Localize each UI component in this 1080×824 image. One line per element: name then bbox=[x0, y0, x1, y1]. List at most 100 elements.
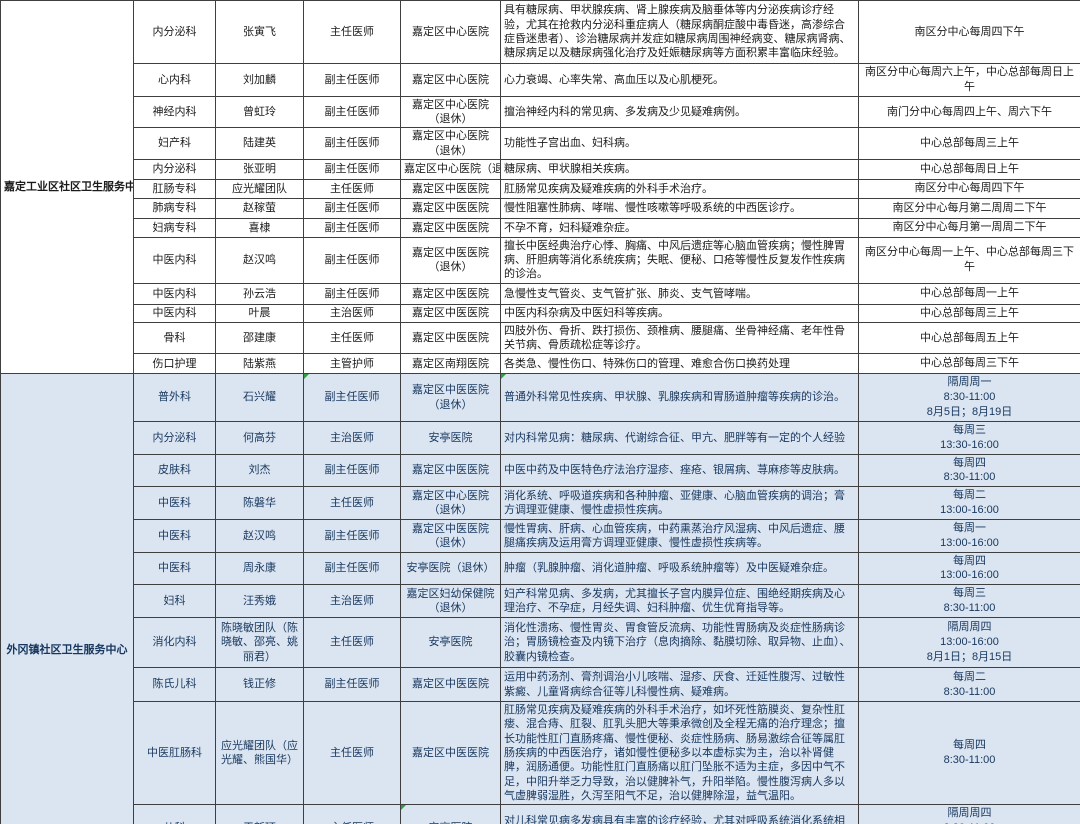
job-title-cell: 主任医师 bbox=[303, 617, 401, 669]
specialty-cell: 四肢外伤、骨折、跌打损伤、颈椎病、腰腿痛、坐骨神经痛、老年性骨关节病、骨质疏松症… bbox=[500, 321, 859, 355]
schedule-cell: 中心总部每周五上午 bbox=[858, 321, 1080, 355]
doctor-name-cell: 钱正修 bbox=[215, 667, 304, 703]
schedule-cell: 隔周周四 13:00-16:00 8月1日；8月15日 bbox=[858, 617, 1080, 669]
department-cell: 内分泌科 bbox=[133, 0, 216, 64]
schedule-line: 每周四 bbox=[953, 554, 986, 567]
job-title-cell: 副主任医师 bbox=[303, 197, 401, 219]
doctor-name-cell: 陆建英 bbox=[215, 127, 304, 160]
doctor-name-cell: 张寅飞 bbox=[215, 0, 304, 64]
schedule-line: 南区分中心每周六上午，中心总部每周日上午 bbox=[865, 66, 1074, 93]
schedule-line: 13:30-16:00 bbox=[940, 438, 999, 451]
schedule-line: 8月5日；8月19日 bbox=[926, 406, 1013, 419]
specialty-cell: 肛肠常见疾病及疑难疾病的外科手术治疗。 bbox=[500, 178, 859, 199]
schedule-cell: 南区分中心每周四下午 bbox=[858, 178, 1080, 199]
table-row: 嘉定工业区社区卫生服务中心 内分泌科 张寅飞 主任医师 嘉定区中心医院 具有糖尿病、甲状腺… bbox=[0, 0, 1080, 375]
schedule-cell: 每周二 8:30-11:00 bbox=[858, 667, 1080, 703]
specialty-cell: 各类急、慢性伤口、特殊伤口的管理、难愈合伤口换药处理 bbox=[500, 353, 859, 375]
schedule-cell: 每周四 8:30-11:00 bbox=[858, 701, 1080, 806]
schedule-line: 中心总部每周五上午 bbox=[920, 331, 1019, 344]
specialty-cell: 擅治神经内科的常见病、多发病及少见疑难病例。 bbox=[500, 95, 859, 129]
job-title-cell: 副主任医师 bbox=[303, 63, 401, 97]
table-row: 中医内科 赵汉鸣 副主任医师 嘉定区中医医院（退休） 擅长中医经典治疗心悸、胸痛、中风后… bbox=[1, 236, 1080, 284]
schedule-line: 隔周周四 bbox=[947, 621, 992, 634]
job-title-cell: 主管护师 bbox=[303, 353, 401, 375]
hospital-cell: 安亭医院 bbox=[400, 420, 501, 455]
schedule-line: 13:00-16:00 bbox=[940, 536, 999, 549]
department-cell: 中医肛肠科 bbox=[133, 701, 216, 806]
doctor-name-cell: 赵汉鸣 bbox=[215, 236, 304, 284]
job-title-cell: 副主任医师 bbox=[303, 158, 401, 180]
schedule-cell: 南区分中心每周一上午、中心总部每周三下午 bbox=[858, 236, 1080, 284]
hospital-cell: 嘉定区中医医院 bbox=[400, 303, 501, 323]
schedule-cell: 每周四 8:30-11:00 bbox=[858, 453, 1080, 488]
specialty-cell: 心力衰竭、心率失常、高血压以及心肌梗死。 bbox=[500, 63, 859, 97]
department-cell: 皮肤科 bbox=[133, 453, 216, 488]
green-corner-flag-icon bbox=[304, 374, 309, 380]
department-cell: 中医内科 bbox=[133, 303, 216, 323]
schedule-line: 13:00-16:00 bbox=[940, 636, 999, 649]
doctor-name-cell: 邵建康 bbox=[215, 321, 304, 355]
schedule-line: 中心总部每周三上午 bbox=[920, 306, 1019, 319]
schedule-line: 南区分中心每月第一周周二下午 bbox=[892, 221, 1047, 234]
hospital-cell: 嘉定区中医医院 bbox=[400, 453, 501, 488]
hospital-cell: 嘉定区中心医院（退休） bbox=[400, 158, 501, 180]
hospital-cell: 嘉定区中医医院 bbox=[400, 701, 501, 806]
table-row: 肺病专科 赵稼萤 副主任医师 嘉定区中医医院 慢性阻塞性肺病、哮喘、慢性咳嗽等呼吸系统的… bbox=[1, 197, 1080, 219]
job-title-cell: 副主任医师 bbox=[303, 95, 401, 129]
specialty-cell: 慢性阻塞性肺病、哮喘、慢性咳嗽等呼吸系统的中西医诊疗。 bbox=[500, 197, 859, 219]
job-title-cell: 副主任医师 bbox=[303, 282, 401, 305]
table-row: 心内科 刘加麟 副主任医师 嘉定区中心医院 心力衰竭、心率失常、高血压以及心肌梗死。 南区… bbox=[1, 63, 1080, 97]
schedule-line: 每周一 bbox=[953, 521, 986, 534]
table-row: 皮肤科 刘杰 副主任医师 嘉定区中医医院 中医中药及中医特色疗法治疗湿疹、痤疮、银屑病、… bbox=[1, 453, 1080, 488]
department-cell: 中医科 bbox=[133, 518, 216, 553]
schedule-line: 每周三 bbox=[953, 423, 986, 436]
table-row: 肛肠专科 应光耀团队 主任医师 嘉定区中医医院 肛肠常见疾病及疑难疾病的外科手术治疗。 南… bbox=[1, 178, 1080, 199]
schedule-line: 13:00-16:00 bbox=[940, 569, 999, 582]
schedule-line: 8月1日；8月15日 bbox=[926, 650, 1013, 663]
specialty-cell: 肿瘤（乳腺肿瘤、消化道肿瘤、呼吸系统肿瘤等）及中医疑难杂症。 bbox=[500, 551, 859, 586]
green-corner-flag-icon bbox=[401, 805, 406, 811]
job-title-cell: 主任医师 bbox=[303, 0, 401, 64]
job-title-cell: 主治医师 bbox=[303, 584, 401, 619]
job-title-cell: 副主任医师 bbox=[303, 667, 401, 703]
schedule-line: 南门分中心每周四上午、周六下午 bbox=[887, 105, 1052, 118]
specialty-cell: 急慢性支气管炎、支气管扩张、肺炎、支气管哮喘。 bbox=[500, 282, 859, 305]
schedule-line: 每周四 bbox=[953, 739, 986, 752]
schedule-cell: 南门分中心每周四上午、周六下午 bbox=[858, 95, 1080, 129]
doctor-name-cell: 张亚明 bbox=[215, 158, 304, 180]
doctor-name-cell: 陈晓敏团队（陈晓敏、邵亮、姚丽君） bbox=[215, 617, 304, 669]
schedule-line: 8:30-11:00 bbox=[943, 685, 996, 698]
schedule-line: 每周四 bbox=[953, 456, 986, 469]
specialty-cell: 对儿科常见病多发病具有丰富的诊疗经验，尤其对呼吸系统消化系统相关疾病及矮小症相关… bbox=[500, 804, 859, 824]
doctor-name-cell: 喜棣 bbox=[215, 217, 304, 238]
hospital-cell: 嘉定区妇幼保健院（退休） bbox=[400, 584, 501, 619]
doctor-name-cell: 刘加麟 bbox=[215, 63, 304, 97]
department-cell: 中医内科 bbox=[133, 282, 216, 305]
specialty-cell: 对内科常见病：糖尿病、代谢综合征、甲亢、肥胖等有一定的个人经验 bbox=[500, 420, 859, 455]
department-cell: 骨科 bbox=[133, 321, 216, 355]
specialty-cell: 具有糖尿病、甲状腺疾病、肾上腺疾病及脑垂体等内分泌疾病诊疗经验，尤其在抢救内分泌… bbox=[500, 0, 859, 64]
schedule-line: 中心总部每周三下午 bbox=[920, 357, 1019, 370]
schedule-cell: 南区分中心每月第一周周二下午 bbox=[858, 217, 1080, 238]
specialty-cell: 肛肠常见疾病及疑难疾病的外科手术治疗，如坏死性筋膜炎、复杂性肛瘘、混合痔、肛裂、… bbox=[500, 701, 859, 806]
schedule-cell: 中心总部每周一上午 bbox=[858, 282, 1080, 305]
schedule-cell: 中心总部每周三下午 bbox=[858, 353, 1080, 375]
department-cell: 内分泌科 bbox=[133, 158, 216, 180]
department-cell: 中医内科 bbox=[133, 236, 216, 284]
specialty-cell: 不孕不育，妇科疑难杂症。 bbox=[500, 217, 859, 238]
schedule-cell: 每周一 13:00-16:00 bbox=[858, 518, 1080, 553]
hospital-cell: 嘉定区中医医院 bbox=[400, 197, 501, 219]
doctor-name-cell: 曾虹玲 bbox=[215, 95, 304, 129]
hospital-cell: 安亭医院 bbox=[400, 804, 501, 824]
table-row: 消化内科 陈晓敏团队（陈晓敏、邵亮、姚丽君） 主任医师 安亭医院 消化性溃疡、慢性胃炎、… bbox=[1, 617, 1080, 669]
doctor-name-cell: 周永康 bbox=[215, 551, 304, 586]
department-cell: 中医科 bbox=[133, 551, 216, 586]
department-cell: 内分泌科 bbox=[133, 420, 216, 455]
schedule-cell: 每周三 8:30-11:00 bbox=[858, 584, 1080, 619]
schedule-line: 每周二 bbox=[953, 670, 986, 683]
schedule-line: 中心总部每周三上午 bbox=[920, 137, 1019, 150]
